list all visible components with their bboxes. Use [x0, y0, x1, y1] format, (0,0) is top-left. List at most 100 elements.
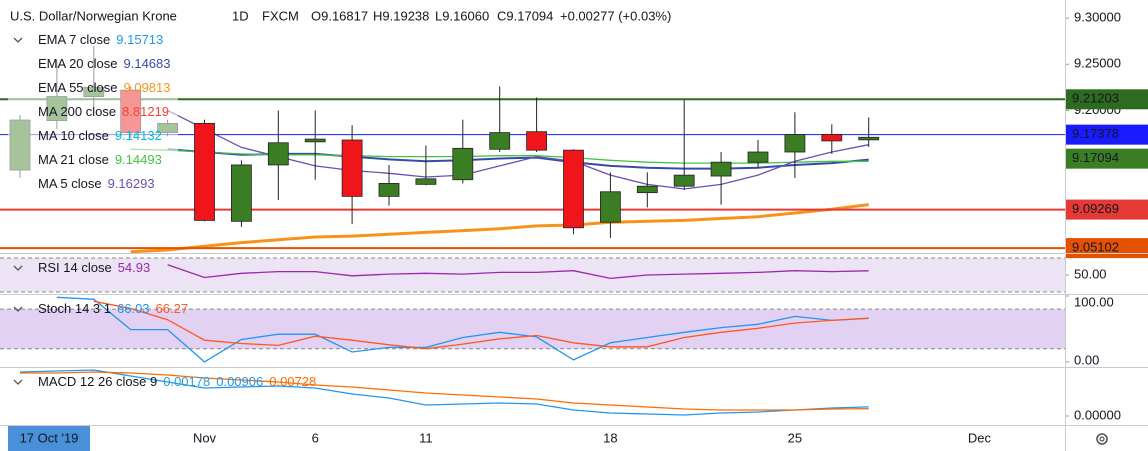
- legend-name: MA 21 close: [38, 152, 109, 167]
- legend-value: 0.00906: [216, 374, 263, 389]
- collapse-icon[interactable]: [13, 306, 23, 312]
- band-fill: [0, 309, 1065, 349]
- x-tick-label: 25: [788, 430, 802, 445]
- legend-bg: [8, 29, 178, 197]
- legend-name: MA 10 close: [38, 128, 109, 143]
- y-tick-label: 9.30000: [1074, 9, 1121, 24]
- y-tick-label: 100.00: [1074, 294, 1114, 309]
- ohlc-value: H9.19238: [373, 8, 429, 23]
- legend-value: 0.00178: [163, 374, 210, 389]
- band-fill: [0, 257, 1065, 292]
- candle-body: [673, 174, 695, 187]
- legend-name: MACD 12 26 close 9: [38, 374, 157, 389]
- candle-body: [489, 132, 511, 150]
- x-tick-label: 6: [312, 430, 319, 445]
- indicator-line: [20, 371, 869, 411]
- legend-value: 66.03: [117, 301, 150, 316]
- indicator-line: [93, 300, 869, 350]
- plot-area: U.S. Dollar/Norwegian Krone 1D FXCM O9.1681…: [0, 8, 1148, 451]
- legend-entry: MA 200 close 8.81219: [38, 104, 169, 119]
- legend-entry: MACD 12 26 close 9 0.00178 0.00906 0.00728: [38, 374, 316, 389]
- candle-body: [710, 161, 732, 177]
- legend-name: EMA 7 close: [38, 32, 110, 47]
- legend-name: EMA 20 close: [38, 56, 118, 71]
- price-label: 9.21203: [1072, 91, 1119, 106]
- candle-body: [304, 138, 326, 143]
- candle-body: [378, 183, 400, 197]
- gear[interactable]: [1096, 433, 1108, 445]
- price-label: 9.17378: [1072, 126, 1119, 141]
- price-label: 9.05102: [1072, 240, 1119, 255]
- y-tick-label: 9.25000: [1074, 56, 1121, 71]
- y-tick-label: 0.00000: [1074, 407, 1121, 422]
- indicator-line: [56, 296, 869, 363]
- legend-name: Stoch 14 3 1: [38, 301, 111, 316]
- candle-body: [821, 134, 843, 142]
- price-label-bg: [1066, 89, 1148, 110]
- candle-body: [267, 142, 289, 166]
- change-value: +0.00277 (+0.03%): [560, 8, 671, 23]
- collapse-icon[interactable]: [13, 379, 23, 385]
- legend-name: EMA 55 close: [38, 80, 118, 95]
- y-tick-label: 50.00: [1074, 266, 1107, 281]
- study-line: [130, 203, 869, 254]
- legend-entry: EMA 20 close 9.14683: [38, 56, 171, 71]
- legend-entry: Stoch 14 3 1 66.03 66.27: [38, 301, 188, 316]
- legend-value: 9.14683: [124, 56, 171, 71]
- legend-value: 9.15713: [116, 32, 163, 47]
- gear-hole[interactable]: [1099, 436, 1105, 442]
- crosshair-label: 17 Oct '19: [20, 430, 79, 445]
- candle-body: [600, 191, 621, 223]
- legend-value: 0.00728: [269, 374, 316, 389]
- ohlc-value: O9.16817: [311, 8, 368, 23]
- candle-body: [341, 139, 363, 197]
- price-label-bg: [1066, 199, 1148, 220]
- header-exchange: FXCM: [262, 8, 299, 23]
- x-tick-label: Dec: [968, 430, 992, 445]
- price-label: 9.09269: [1072, 201, 1119, 216]
- candle-body: [452, 147, 474, 181]
- candle-body: [194, 122, 215, 221]
- legend-value: 66.27: [156, 301, 189, 316]
- legend-entry: MA 10 close 9.14132: [38, 128, 162, 143]
- price-label-bg: [1066, 148, 1148, 169]
- legend-name: MA 200 close: [38, 104, 116, 119]
- candle-body: [415, 178, 437, 185]
- candle-body: [858, 136, 880, 141]
- legend-value: 54.93: [118, 260, 151, 275]
- legend-entry: EMA 7 close 9.15713: [38, 32, 163, 47]
- price-label: 9.17094: [1072, 150, 1119, 165]
- price-label-bg: [1066, 124, 1148, 145]
- y-tick-label: 0.00: [1074, 352, 1099, 367]
- legend-entry: MA 5 close 9.16293: [38, 176, 155, 191]
- collapse-icon[interactable]: [13, 37, 23, 43]
- legend-entry: RSI 14 close 54.93: [38, 260, 150, 275]
- x-tick-label: Nov: [193, 430, 217, 445]
- legend-value: 9.14493: [115, 152, 162, 167]
- indicator-line: [19, 369, 869, 416]
- legend-value: 8.81219: [122, 104, 169, 119]
- candle-body: [563, 149, 584, 229]
- legend-entry: MA 21 close 9.14493: [38, 152, 162, 167]
- candle-body: [230, 164, 252, 222]
- legend-entry: EMA 55 close 9.09813: [38, 80, 171, 95]
- x-tick-label: 11: [419, 430, 433, 445]
- legend-value: 9.09813: [124, 80, 171, 95]
- candle-body: [526, 131, 547, 151]
- ohlc-value: L9.16060: [435, 8, 489, 23]
- legend-name: MA 5 close: [38, 176, 102, 191]
- legend-name: RSI 14 close: [38, 260, 112, 275]
- study-line: [130, 148, 869, 164]
- settings-icon[interactable]: [1096, 433, 1108, 445]
- legend-value: 9.14132: [115, 128, 162, 143]
- collapse-icon[interactable]: [13, 265, 23, 271]
- x-tick-label: 18: [603, 430, 617, 445]
- ohlc-value: C9.17094: [497, 8, 553, 23]
- header-title: U.S. Dollar/Norwegian Krone: [10, 8, 177, 23]
- candle-body: [636, 185, 658, 194]
- candle-body: [784, 134, 806, 153]
- candle-body: [747, 151, 769, 163]
- legend-value: 9.16293: [108, 176, 155, 191]
